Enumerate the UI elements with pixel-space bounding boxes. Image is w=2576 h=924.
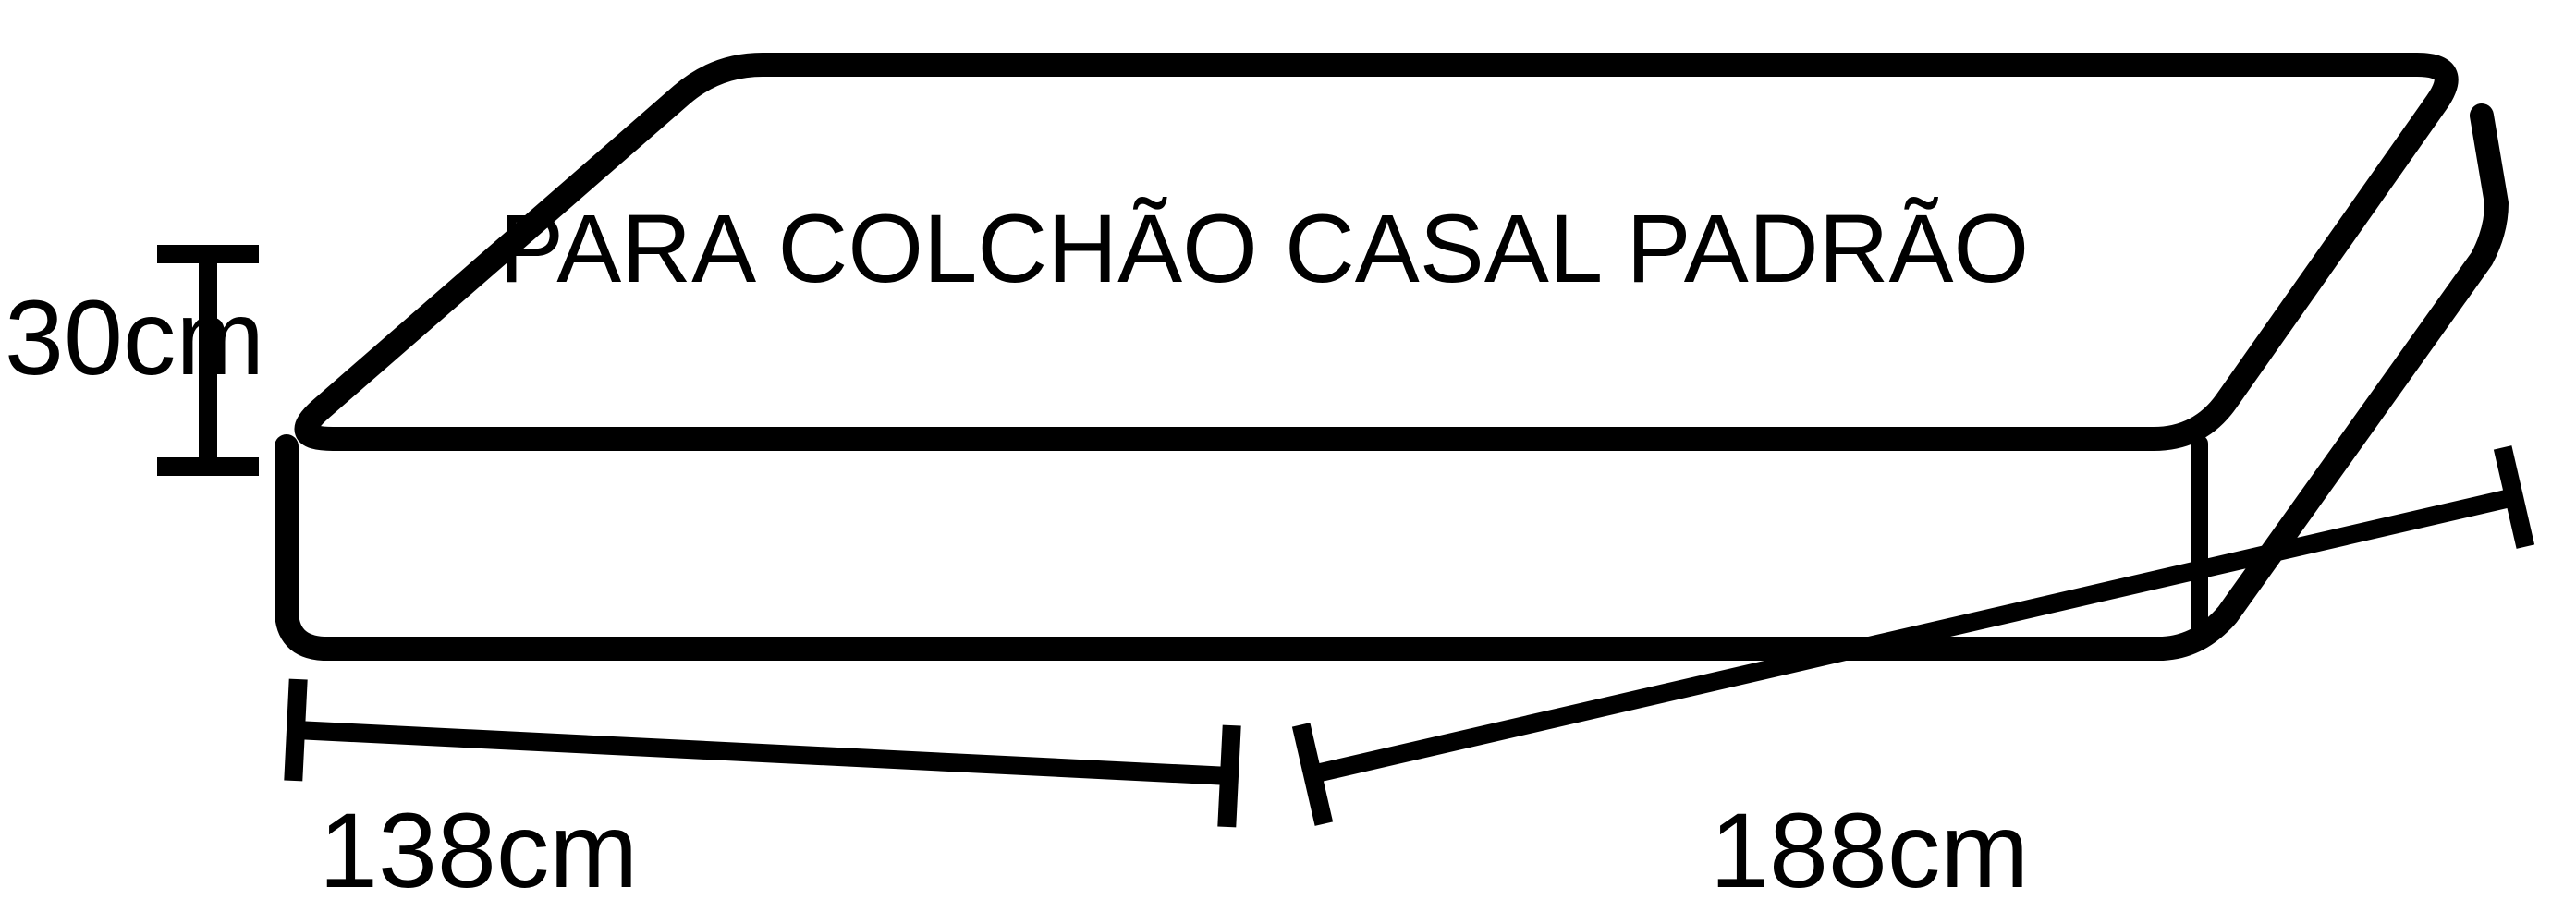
length-label: 188cm — [1710, 792, 2029, 910]
mattress-diagram: 30cm 138cm 188cm PARA COLCHÃO CASAL PADR… — [0, 0, 2576, 924]
title-label: PARA COLCHÃO CASAL PADRÃO — [499, 195, 2029, 303]
width-label: 138cm — [319, 792, 638, 910]
length-dimension-bar — [1301, 447, 2526, 823]
height-label: 30cm — [5, 279, 264, 397]
